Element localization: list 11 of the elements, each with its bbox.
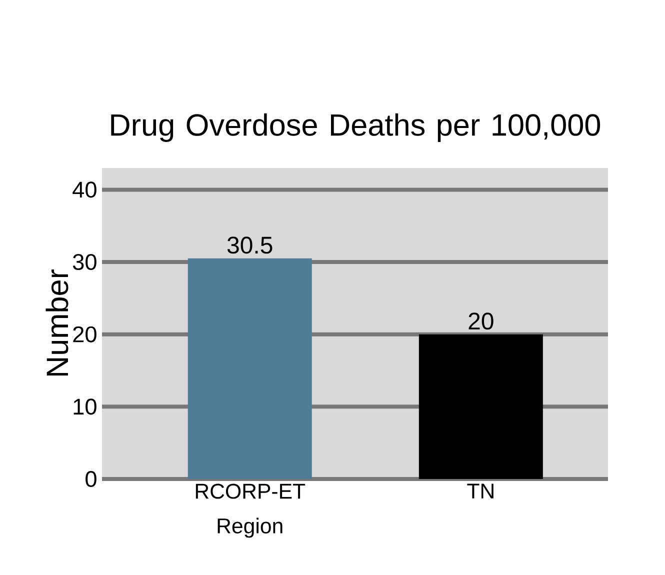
y-tick-label: 30 — [72, 254, 96, 270]
y-tick-label: 0 — [86, 470, 96, 488]
x-tick-label: TN — [467, 484, 494, 498]
data-label: 20 — [468, 312, 494, 330]
chart-title: Drug Overdose Deaths per 100,000 — [111, 113, 600, 142]
data-label: 30.5 — [227, 236, 272, 254]
y-tick-label: 20 — [73, 326, 96, 342]
y-tick-label: 10 — [74, 398, 96, 415]
y-tick-label: 40 — [72, 182, 96, 198]
y-axis-title: Number — [46, 269, 68, 376]
x-tick-label: RCORP-ET Region — [196, 484, 306, 538]
